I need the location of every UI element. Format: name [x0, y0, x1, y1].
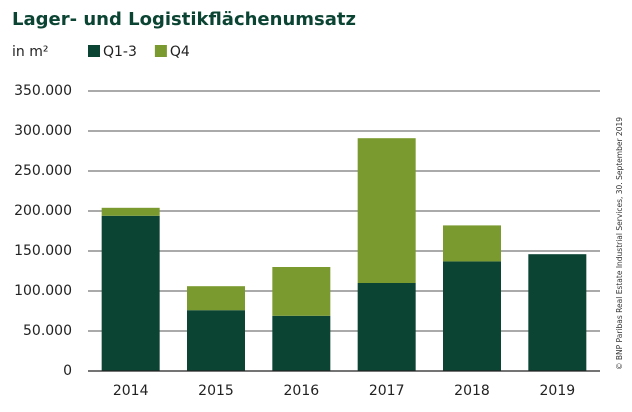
bar-segment	[357, 283, 416, 371]
bar-segment	[101, 215, 160, 371]
legend-label: Q4	[170, 44, 190, 60]
bar-segment	[187, 310, 245, 371]
legend-swatch	[88, 45, 100, 57]
y-tick-label: 0	[63, 363, 72, 379]
legend-swatch	[154, 45, 167, 57]
x-tick-label: 2017	[369, 383, 405, 399]
x-tick-label: 2015	[198, 383, 234, 399]
y-tick-label: 100.000	[14, 283, 72, 299]
x-tick-label: 2016	[284, 383, 320, 399]
bar-segment	[272, 267, 331, 316]
bar-segment	[272, 315, 331, 371]
bar-segment	[528, 254, 587, 371]
chart-title: Lager- und Logistikflächenumsatz	[12, 9, 356, 30]
unit-label: in m²	[12, 44, 48, 60]
source-note: © BNP Paribas Real Estate Industrial Ser…	[615, 117, 624, 370]
x-tick-label: 2014	[113, 383, 149, 399]
y-tick-label: 250.000	[14, 163, 72, 179]
legend-label: Q1-3	[103, 44, 137, 60]
y-tick-label: 200.000	[14, 203, 72, 219]
y-tick-label: 150.000	[14, 243, 72, 259]
y-tick-label: 300.000	[14, 123, 72, 139]
bar-segment	[443, 261, 501, 371]
x-tick-label: 2019	[540, 383, 576, 399]
y-tick-label: 50.000	[23, 323, 72, 339]
bar-segment	[443, 225, 501, 262]
bar-segment	[187, 286, 245, 311]
x-tick-label: 2018	[454, 383, 490, 399]
y-tick-label: 350.000	[14, 83, 72, 99]
bar-segment	[357, 138, 416, 283]
bar-segment	[101, 207, 160, 216]
